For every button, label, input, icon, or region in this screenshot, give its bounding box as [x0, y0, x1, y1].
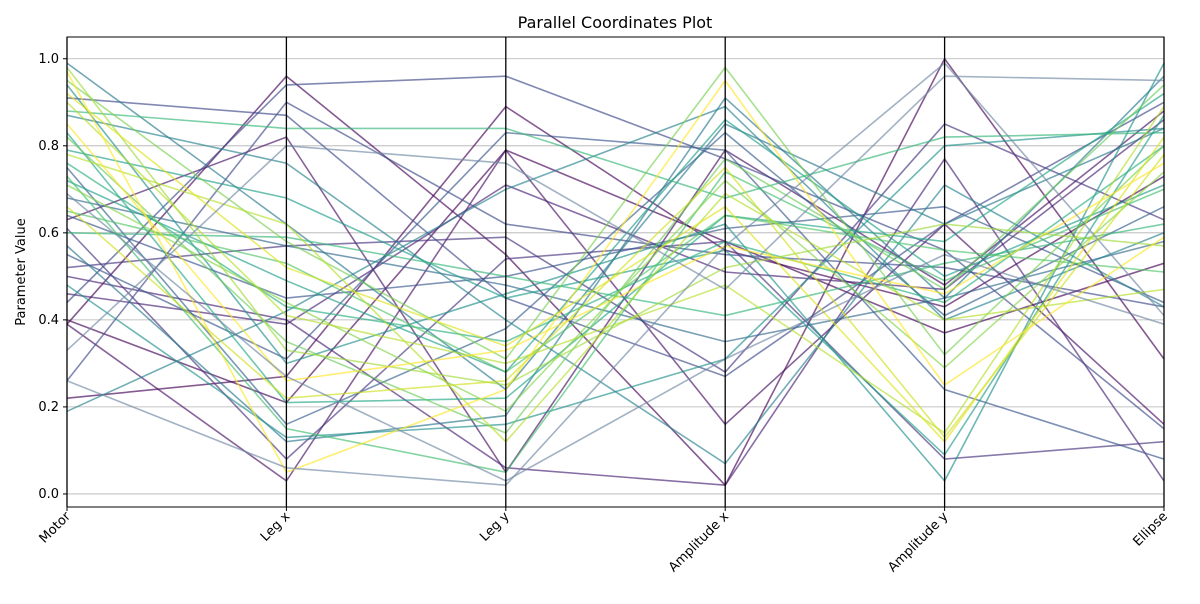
y-tick-label: 0.4: [38, 313, 59, 328]
plot-frame: [66, 36, 1165, 508]
series-line: [66, 131, 1165, 460]
series-line: [66, 193, 1165, 482]
series-line: [66, 92, 1165, 443]
x-tick-label: Leg x: [258, 509, 294, 545]
series-line: [66, 101, 1165, 435]
series-line: [66, 210, 1165, 374]
series-line: [66, 57, 1165, 487]
y-tick-label: 0.8: [38, 139, 59, 154]
series-line: [66, 105, 1165, 413]
series-line: [66, 97, 1165, 378]
series-line: [66, 227, 1165, 461]
y-axis-label: Parameter Value: [14, 218, 29, 325]
chart-title: Parallel Coordinates Plot: [518, 13, 713, 32]
y-tick-label: 1.0: [38, 52, 59, 67]
x-tick-label: Amplitude x: [666, 509, 732, 575]
series-line: [66, 118, 1165, 374]
series-line: [66, 71, 1165, 474]
x-tick-label: Ellipse: [1130, 509, 1170, 549]
series-line: [66, 131, 1165, 426]
series-line: [66, 75, 1165, 430]
series-line: [66, 149, 1165, 404]
series-line: [66, 62, 1165, 483]
series-line: [66, 170, 1165, 474]
series-line: [66, 127, 1165, 439]
y-tick-label: 0.6: [38, 226, 59, 241]
series-line: [66, 157, 1165, 487]
series-line: [66, 123, 1165, 382]
series-line: [66, 67, 1165, 386]
series-lines-layer: [66, 57, 1165, 487]
x-tick-label: Motor: [37, 509, 75, 547]
series-line: [66, 123, 1165, 374]
series-line: [66, 105, 1165, 399]
series-line: [66, 171, 1165, 413]
y-tick-label: 0.2: [38, 400, 59, 415]
series-line: [66, 61, 1165, 487]
series-line: [66, 75, 1165, 351]
x-tick-label: Amplitude y: [885, 509, 951, 575]
series-line: [66, 153, 1165, 443]
series-line: [66, 92, 1165, 404]
series-line: [66, 101, 1165, 382]
y-tick-label: 0.0: [38, 487, 59, 502]
series-line: [66, 114, 1165, 457]
series-line: [66, 110, 1165, 199]
x-tick-label: Leg y: [477, 509, 513, 545]
series-line: [66, 66, 1165, 361]
series-line: [66, 205, 1165, 304]
